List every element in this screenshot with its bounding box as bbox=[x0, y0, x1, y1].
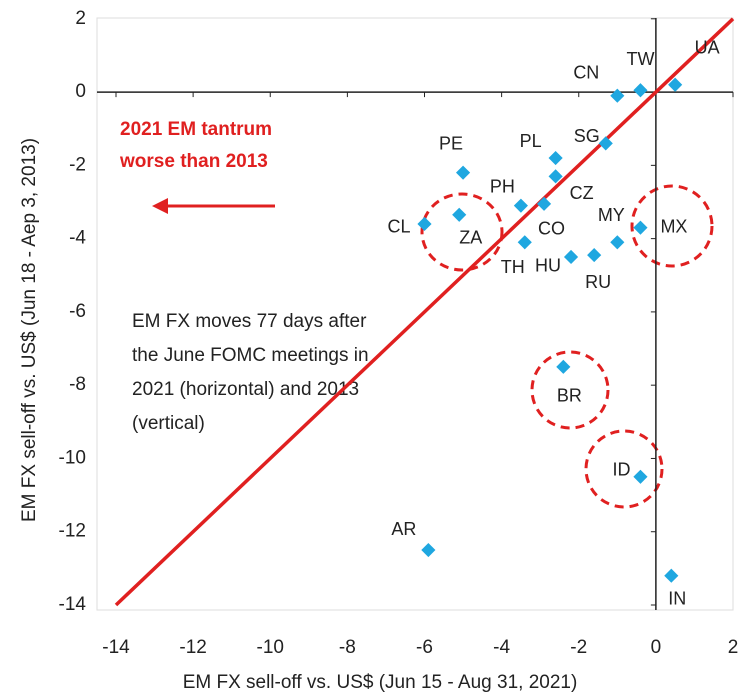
y-tick-label: 2 bbox=[75, 8, 86, 29]
point-label: AR bbox=[391, 519, 416, 539]
point-label: ID bbox=[612, 460, 630, 480]
annotation: EM FX moves 77 days after bbox=[132, 311, 367, 332]
highlight-circle bbox=[584, 429, 664, 509]
annotation: the June FOMC meetings in bbox=[132, 345, 369, 366]
point bbox=[610, 235, 625, 250]
point-label: CN bbox=[573, 62, 599, 82]
y-tick-label: -8 bbox=[69, 374, 86, 395]
y-tick-label: -6 bbox=[69, 301, 86, 322]
point bbox=[421, 542, 436, 558]
point bbox=[513, 198, 528, 213]
point bbox=[548, 150, 563, 166]
point bbox=[633, 83, 648, 98]
y-axis-label: EM FX sell-off vs. US$ (Jun 18 - Aep 3, … bbox=[19, 138, 40, 522]
annotation: worse than 2013 bbox=[119, 151, 268, 172]
point-label: UA bbox=[695, 37, 720, 57]
point bbox=[633, 469, 648, 484]
x-tick-label: -12 bbox=[179, 637, 206, 658]
y-tick-label: -14 bbox=[59, 594, 87, 615]
x-tick-label: -6 bbox=[416, 637, 433, 658]
x-axis-label: EM FX sell-off vs. US$ (Jun 15 - Aug 31,… bbox=[183, 672, 578, 693]
point bbox=[587, 248, 602, 263]
point-label: IN bbox=[668, 588, 686, 608]
highlight-circle bbox=[530, 350, 610, 430]
x-tick-label: -4 bbox=[493, 637, 510, 658]
point-label: CL bbox=[387, 217, 410, 237]
highlight-circle bbox=[630, 184, 714, 268]
point-label: ZA bbox=[459, 228, 482, 248]
point bbox=[610, 88, 625, 103]
diagonal bbox=[114, 17, 735, 607]
point bbox=[417, 216, 432, 232]
arrow-head bbox=[152, 198, 168, 214]
point bbox=[664, 568, 679, 583]
x-tick-label: -14 bbox=[102, 637, 130, 658]
point-label: MX bbox=[660, 216, 687, 236]
x-tick-label: 2 bbox=[728, 637, 739, 658]
plot-frame bbox=[96, 17, 734, 611]
x-tick-label: -10 bbox=[257, 637, 284, 658]
highlight-circle bbox=[420, 192, 504, 272]
point-label: CZ bbox=[570, 183, 594, 203]
annotation: 2021 (horizontal) and 2013 bbox=[132, 379, 359, 400]
y-tick-label: -2 bbox=[69, 154, 86, 175]
point-label: SG bbox=[574, 126, 600, 146]
point bbox=[536, 196, 552, 211]
point bbox=[517, 235, 532, 250]
point-label: TH bbox=[501, 257, 525, 277]
y-tick-label: -12 bbox=[59, 521, 86, 542]
point bbox=[598, 136, 613, 151]
point-label: RU bbox=[585, 272, 611, 292]
point-label: TW bbox=[626, 49, 654, 69]
point-label: CO bbox=[538, 219, 565, 239]
x-tick-label: -2 bbox=[570, 637, 587, 658]
y-tick-label: -4 bbox=[69, 228, 86, 249]
point-label: PE bbox=[439, 133, 463, 153]
point bbox=[563, 249, 579, 265]
x-tick-label: 0 bbox=[651, 637, 662, 658]
point bbox=[452, 207, 467, 222]
point-label: PH bbox=[490, 176, 515, 196]
circles bbox=[420, 184, 714, 509]
point-label: PL bbox=[520, 131, 542, 151]
point bbox=[556, 359, 571, 374]
point bbox=[633, 220, 648, 235]
y-tick-label: -10 bbox=[59, 447, 86, 468]
point bbox=[548, 169, 563, 184]
point-label: MY bbox=[598, 205, 625, 225]
point-label: HU bbox=[535, 256, 561, 276]
annotation: (vertical) bbox=[132, 413, 205, 434]
annotation: 2021 EM tantrum bbox=[120, 119, 272, 140]
point-label: BR bbox=[557, 386, 582, 406]
point bbox=[455, 165, 471, 180]
point bbox=[668, 77, 683, 92]
x-tick-label: -8 bbox=[339, 637, 356, 658]
y-tick-label: 0 bbox=[75, 81, 86, 102]
